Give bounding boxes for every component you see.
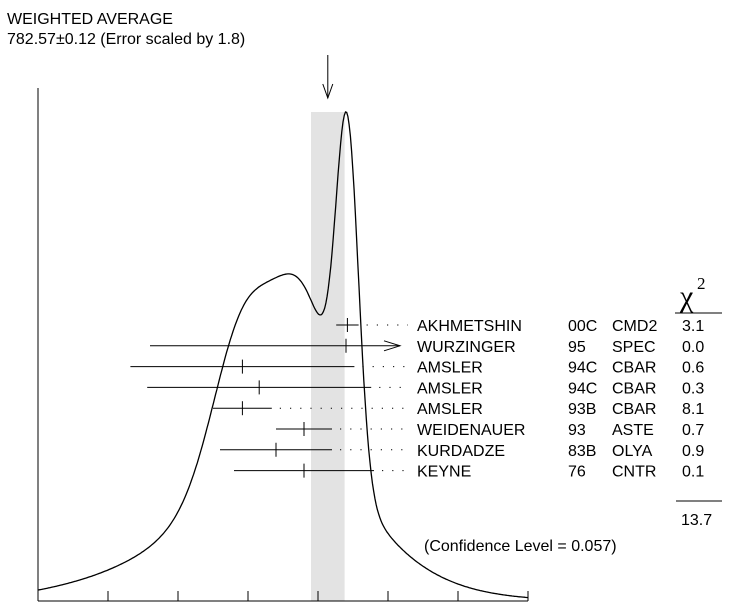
author-label: AMSLER — [417, 401, 483, 418]
author-label: AKHMETSHIN — [417, 318, 522, 335]
experiment-label: CBAR — [612, 401, 656, 418]
chi2-exponent: 2 — [697, 274, 706, 293]
experiment-label: SPEC — [612, 339, 656, 356]
chart-subtitle: 782.57±0.12 (Error scaled by 1.8) — [7, 31, 245, 48]
chi2-value: 0.7 — [682, 422, 704, 439]
confidence-level: (Confidence Level = 0.057) — [424, 538, 617, 555]
author-label: WURZINGER — [417, 339, 516, 356]
author-label: KURDADZE — [417, 443, 505, 460]
measurement-row: WEIDENAUER 93 ASTE 0.7 — [276, 422, 704, 439]
chi2-value: 0.3 — [682, 380, 704, 397]
measurement-rows: AKHMETSHIN 00C CMD2 3.1 WURZINGER 95 SPEC 0.0 AM… — [130, 318, 704, 481]
chi2-value: 0.1 — [682, 464, 704, 481]
average-arrow-head — [322, 83, 334, 100]
measurement-row: WURZINGER 95 SPEC 0.0 — [150, 338, 704, 356]
year-label: 93 — [568, 422, 586, 439]
ideogram-curve — [37, 111, 529, 599]
chi2-value: 0.9 — [682, 443, 704, 460]
year-label: 94C — [568, 360, 597, 377]
chi2-value: 0.6 — [682, 360, 704, 377]
experiment-label: CBAR — [612, 360, 656, 377]
chi2-total: 13.7 — [681, 512, 712, 529]
year-label: 76 — [568, 464, 586, 481]
year-label: 00C — [568, 318, 597, 335]
experiment-label: ASTE — [612, 422, 654, 439]
author-label: AMSLER — [417, 360, 483, 377]
measurement-row: KEYNE 76 CNTR 0.1 — [234, 463, 704, 481]
author-label: AMSLER — [417, 380, 483, 397]
error-arrow-head — [383, 340, 402, 352]
measurement-row: AKHMETSHIN 00C CMD2 3.1 — [336, 318, 704, 335]
chi2-value: 3.1 — [682, 318, 704, 335]
average-arrow-icon — [322, 55, 334, 100]
experiment-label: CBAR — [612, 380, 656, 397]
measurement-row: AMSLER 93B CBAR 8.1 — [213, 401, 704, 418]
measurement-row: AMSLER 94C CBAR 0.6 — [130, 359, 704, 377]
chi2-value: 8.1 — [682, 401, 704, 418]
year-label: 95 — [568, 339, 586, 356]
measurement-row: KURDADZE 83B OLYA 0.9 — [220, 442, 704, 460]
experiment-label: CMD2 — [612, 318, 657, 335]
experiment-label: OLYA — [612, 443, 653, 460]
experiment-label: CNTR — [612, 464, 656, 481]
year-label: 94C — [568, 380, 597, 397]
chi2-value: 0.0 — [682, 339, 704, 356]
chi2-symbol: χ — [679, 280, 694, 313]
year-label: 93B — [568, 401, 596, 418]
x-axis-ticks: 780.5781781.5782782.5783783.5784 — [37, 591, 529, 601]
author-label: KEYNE — [417, 464, 471, 481]
year-label: 83B — [568, 443, 596, 460]
author-label: WEIDENAUER — [417, 422, 525, 439]
measurement-row: AMSLER 94C CBAR 0.3 — [147, 380, 704, 397]
weighted-average-band — [311, 112, 345, 601]
chart-title: WEIGHTED AVERAGE — [7, 11, 173, 28]
